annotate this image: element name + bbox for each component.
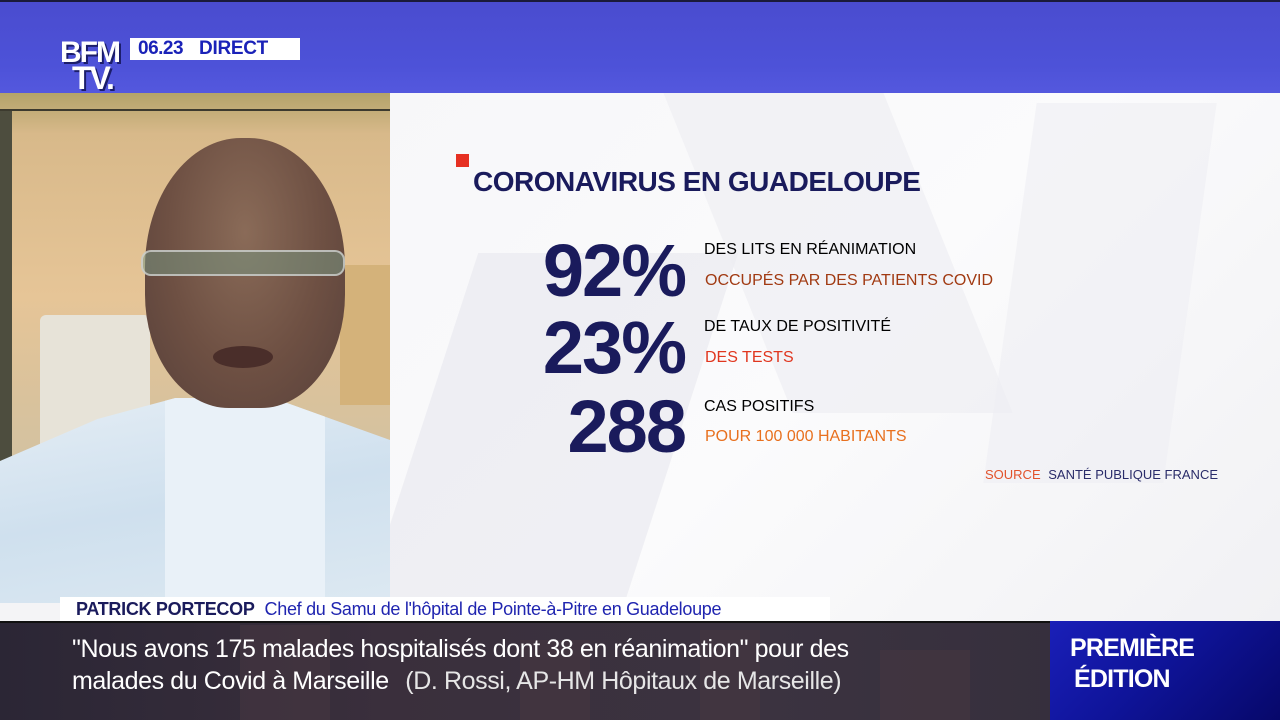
stat-sublabel: POUR 100 000 HABITANTS xyxy=(705,428,907,445)
stat-item: 288 xyxy=(420,390,687,464)
city-backdrop xyxy=(880,650,970,720)
headline-line-1: "Nous avons 175 malades hospitalisés don… xyxy=(72,635,849,663)
guest-role: Chef du Samu de l'hôpital de Pointe-à-Pi… xyxy=(264,598,722,619)
stat-item: 92% xyxy=(420,234,687,308)
guest-video-feed xyxy=(0,93,390,603)
title-square-icon xyxy=(456,154,469,167)
stats-graphic-panel xyxy=(390,93,1280,621)
stat-value: 92% xyxy=(542,229,687,312)
headline-text: malades du Covid à Marseille xyxy=(72,667,389,695)
source-value: SANTÉ PUBLIQUE FRANCE xyxy=(1048,467,1219,482)
headline-attribution: (D. Rossi, AP-HM Hôpitaux de Marseille) xyxy=(405,667,842,695)
guest-portrait xyxy=(135,138,350,438)
live-label: DIRECT xyxy=(199,38,268,59)
video-frame-edge xyxy=(0,109,390,111)
channel-header-bar: BFM TV. 06.23 DIRECT xyxy=(0,0,1280,96)
glasses xyxy=(141,250,345,276)
stat-value: 23% xyxy=(542,306,687,389)
stat-label: DES LITS EN RÉANIMATION xyxy=(704,241,917,258)
stat-value: 288 xyxy=(567,385,687,468)
city-backdrop xyxy=(520,640,590,720)
logo-text-bfm: BFM xyxy=(60,36,121,69)
live-badge: 06.23 DIRECT xyxy=(130,38,300,60)
background-shape xyxy=(983,103,1217,483)
city-backdrop xyxy=(700,630,760,720)
stat-sublabel: DES TESTS xyxy=(705,349,794,366)
source-label: SOURCE xyxy=(985,467,1041,482)
logo-text-tv: TV. xyxy=(72,60,115,96)
city-backdrop xyxy=(240,625,330,720)
guest-name: PATRICK PORTECOP xyxy=(76,598,255,619)
program-name-line-2: ÉDITION xyxy=(1074,665,1171,693)
mouth xyxy=(213,346,273,368)
bfmtv-logo: BFM TV. xyxy=(60,36,124,96)
stat-label: CAS POSITIFS xyxy=(704,398,815,415)
video-background-board xyxy=(340,265,390,405)
clock-time: 06.23 xyxy=(138,38,184,59)
stat-label: DE TAUX DE POSITIVITÉ xyxy=(704,318,891,335)
graphic-title: CORONAVIRUS EN GUADELOUPE xyxy=(473,166,921,197)
source-credit: SOURCE SANTÉ PUBLIQUE FRANCE xyxy=(985,467,1218,482)
program-name-line-1: PREMIÈRE xyxy=(1070,634,1195,662)
stat-item: 23% xyxy=(420,311,687,385)
program-badge: PREMIÈRE ÉDITION xyxy=(1050,621,1280,720)
stat-sublabel: OCCUPÉS PAR DES PATIENTS COVID xyxy=(705,272,994,289)
headline-line-2: malades du Covid à Marseille (D. Rossi, … xyxy=(72,667,842,696)
guest-name-bar: PATRICK PORTECOP Chef du Samu de l'hôpit… xyxy=(60,597,830,621)
